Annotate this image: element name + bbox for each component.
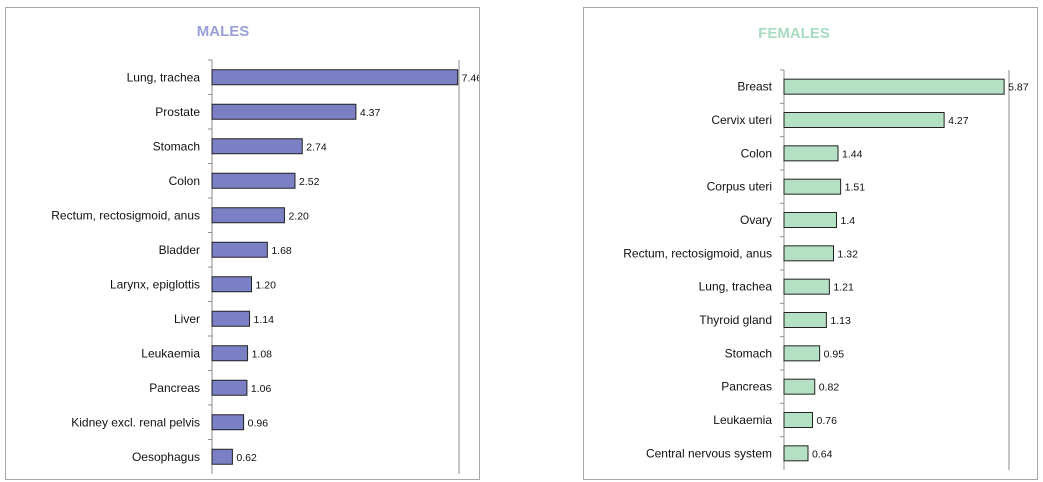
females-value-label: 1.51 bbox=[845, 182, 866, 194]
males-bar bbox=[211, 310, 251, 327]
males-category-label: Liver bbox=[174, 312, 200, 326]
females-value-label: 0.64 bbox=[812, 448, 833, 460]
males-chart-title: MALES bbox=[197, 23, 250, 40]
females-category-label: Rectum, rectosigmoid, anus bbox=[623, 246, 772, 260]
males-bar bbox=[211, 172, 296, 189]
females-chart-panel: FEMALES Breast 5.87 Cervix uteri 4.27 Colon 1.… bbox=[583, 7, 1038, 480]
females-value-label: 0.82 bbox=[819, 382, 840, 394]
females-value-label: 0.76 bbox=[817, 415, 838, 427]
females-category-label: Ovary bbox=[740, 213, 772, 227]
males-bar bbox=[211, 379, 248, 396]
males-value-label: 1.68 bbox=[271, 245, 292, 257]
females-bar bbox=[783, 412, 813, 428]
females-category-label: Lung, trachea bbox=[699, 280, 773, 294]
females-bar bbox=[783, 278, 830, 295]
males-bar bbox=[211, 276, 253, 293]
females-category-label: Cervix uteri bbox=[711, 113, 772, 127]
males-category-label: Kidney excl. renal pelvis bbox=[71, 415, 200, 429]
females-value-label: 1.32 bbox=[838, 248, 859, 260]
males-value-label: 4.37 bbox=[360, 107, 381, 119]
males-bar bbox=[211, 138, 303, 155]
males-bar bbox=[211, 241, 268, 258]
females-bar bbox=[783, 178, 842, 195]
males-value-label: 1.14 bbox=[254, 314, 275, 326]
males-value-label: 0.96 bbox=[248, 417, 269, 429]
males-value-label: 1.06 bbox=[251, 383, 272, 395]
males-category-label: Pancreas bbox=[149, 381, 200, 395]
females-value-label: 5.87 bbox=[1008, 82, 1029, 94]
males-bar bbox=[211, 345, 249, 362]
females-chart-title: FEMALES bbox=[758, 25, 830, 42]
females-bar-chart: FEMALES Breast 5.87 Cervix uteri 4.27 Colon 1.… bbox=[623, 25, 1029, 470]
males-category-label: Larynx, epiglottis bbox=[110, 277, 200, 291]
males-category-label: Lung, trachea bbox=[127, 70, 201, 84]
females-category-label: Central nervous system bbox=[646, 446, 772, 460]
males-value-label: 1.08 bbox=[252, 348, 273, 360]
males-value-label: 2.52 bbox=[299, 176, 320, 188]
females-value-label: 1.4 bbox=[841, 215, 856, 227]
males-category-label: Oesophagus bbox=[132, 450, 200, 464]
males-category-label: Leukaemia bbox=[141, 346, 200, 360]
males-value-label: 2.20 bbox=[288, 210, 309, 222]
females-category-label: Leukaemia bbox=[713, 413, 772, 427]
females-category-label: Breast bbox=[737, 80, 772, 94]
females-value-label: 1.21 bbox=[833, 282, 854, 294]
females-value-label: 4.27 bbox=[948, 115, 969, 127]
females-bar bbox=[783, 78, 1005, 95]
males-value-label: 2.74 bbox=[306, 141, 327, 153]
males-category-label: Colon bbox=[169, 174, 200, 188]
females-value-label: 1.44 bbox=[842, 148, 863, 160]
males-category-label: Prostate bbox=[155, 105, 200, 119]
females-category-label: Stomach bbox=[725, 346, 772, 360]
females-value-label: 0.95 bbox=[824, 348, 845, 360]
males-category-label: Bladder bbox=[159, 243, 200, 257]
males-category-label: Stomach bbox=[153, 139, 200, 153]
females-category-label: Pancreas bbox=[721, 380, 772, 394]
females-category-label: Thyroid gland bbox=[699, 313, 772, 327]
females-bar bbox=[783, 245, 834, 262]
females-bar bbox=[783, 145, 839, 162]
females-bar bbox=[783, 212, 837, 228]
females-bar bbox=[783, 112, 945, 128]
males-bar-chart: MALES Lung, trachea 7.46 Prostate 4.37 Stomac… bbox=[51, 23, 479, 474]
females-bar bbox=[783, 345, 821, 362]
males-bar bbox=[211, 448, 233, 465]
males-bar bbox=[211, 207, 285, 224]
females-bar bbox=[783, 312, 827, 328]
males-bar bbox=[211, 414, 245, 431]
males-value-label: 1.20 bbox=[256, 279, 277, 291]
females-bar bbox=[783, 445, 809, 462]
males-bar bbox=[211, 103, 357, 120]
females-bar bbox=[783, 378, 816, 395]
males-value-label: 7.46 bbox=[462, 72, 479, 84]
males-category-label: Rectum, rectosigmoid, anus bbox=[51, 208, 200, 222]
males-bar bbox=[211, 69, 459, 86]
females-category-label: Corpus uteri bbox=[707, 180, 772, 194]
females-category-label: Colon bbox=[741, 146, 772, 160]
males-chart-panel: MALES Lung, trachea 7.46 Prostate 4.37 Stomac… bbox=[5, 7, 480, 480]
females-value-label: 1.13 bbox=[830, 315, 851, 327]
males-value-label: 0.62 bbox=[236, 452, 257, 464]
